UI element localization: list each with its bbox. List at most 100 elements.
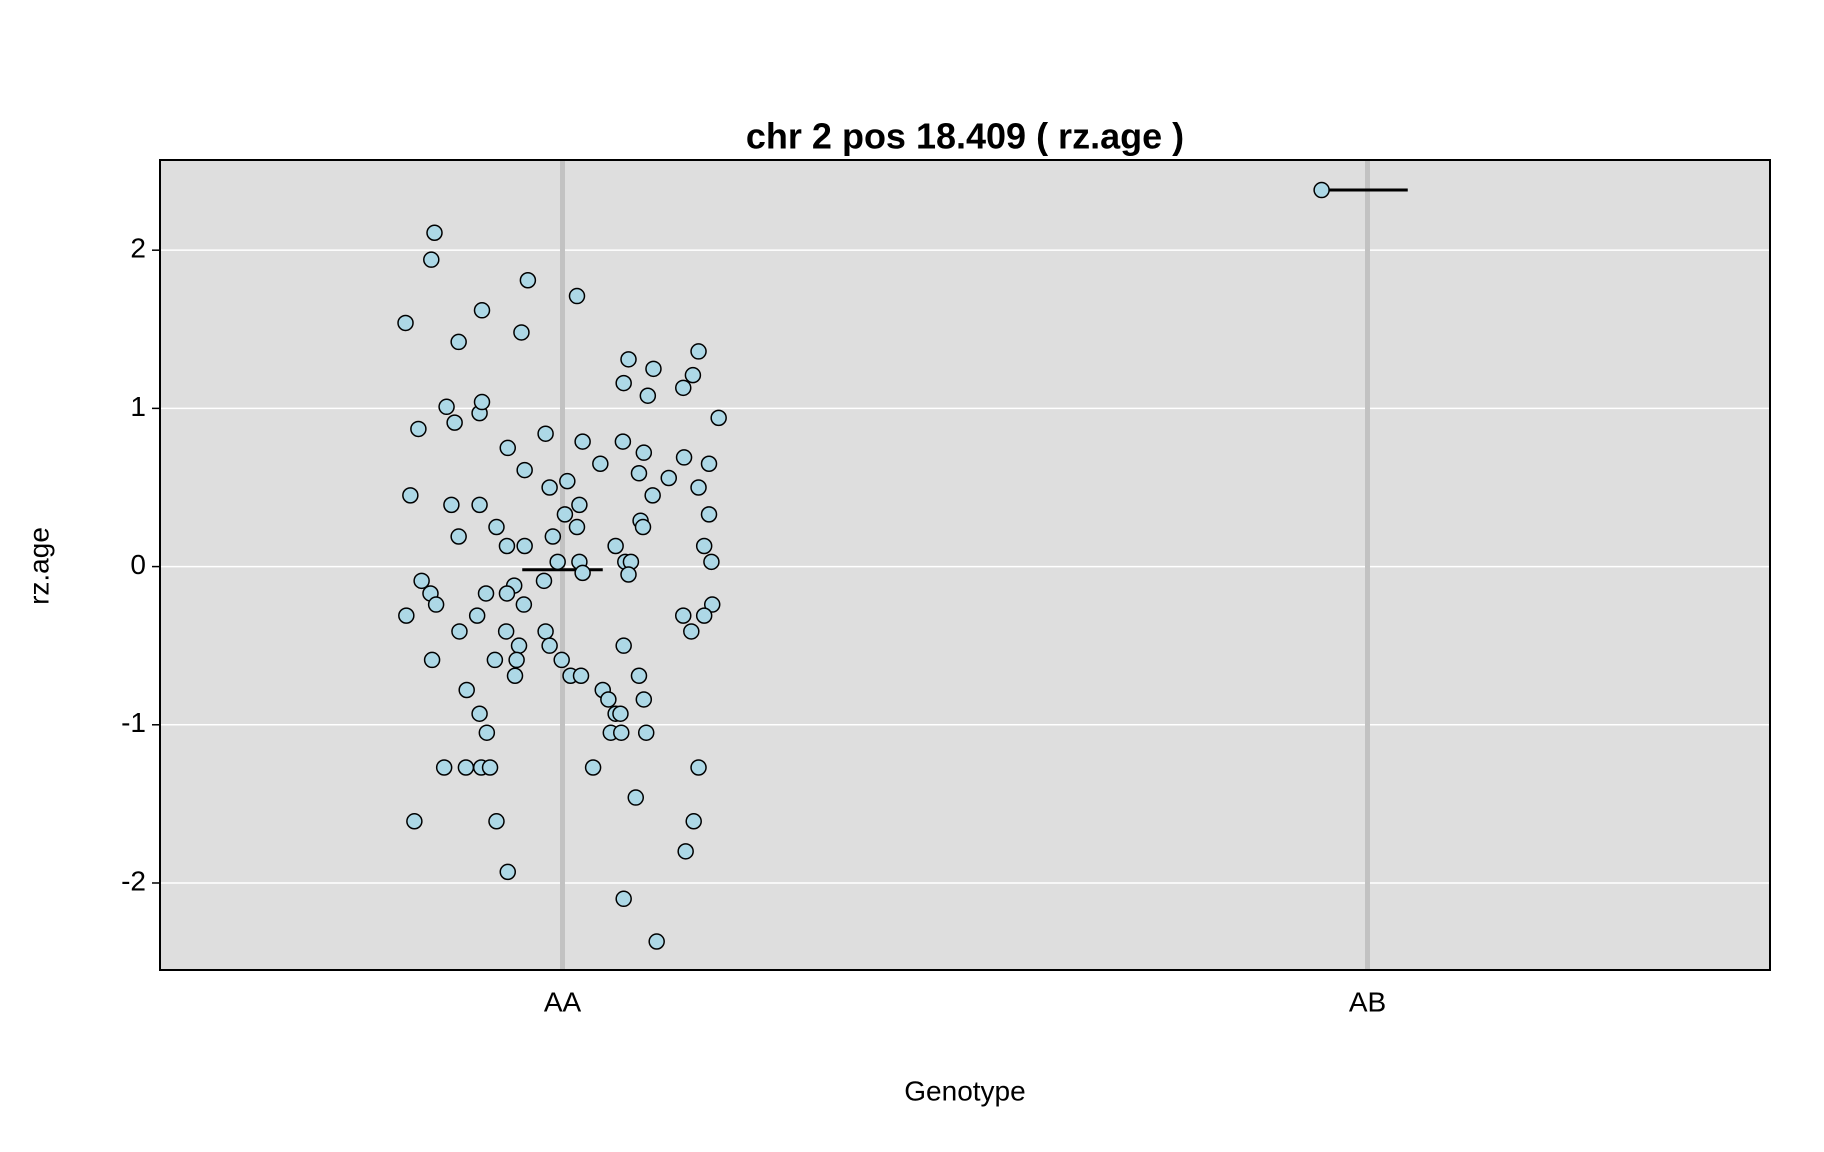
point (703, 553, 720, 571)
point (615, 374, 632, 392)
point (690, 343, 707, 360)
point (535, 572, 553, 590)
point (423, 651, 441, 669)
point (615, 637, 632, 654)
point (568, 518, 586, 536)
point (486, 651, 504, 669)
y-axis-label: rz.age (23, 527, 54, 605)
point (639, 387, 657, 404)
point (634, 518, 652, 536)
point (685, 813, 702, 830)
point (675, 379, 692, 397)
point (402, 487, 419, 504)
point (675, 449, 693, 466)
point (620, 351, 637, 368)
point (473, 302, 491, 319)
point (413, 572, 430, 590)
point (435, 759, 453, 776)
point (571, 496, 588, 514)
marks (397, 181, 1408, 950)
point (481, 759, 499, 776)
y-tick-label: 0 (130, 549, 146, 580)
x-tick-label: AA (544, 986, 582, 1017)
point (488, 518, 505, 536)
x-axis-label: Genotype (904, 1075, 1025, 1106)
point (471, 496, 488, 514)
point (630, 464, 648, 482)
point (398, 607, 415, 624)
point (499, 863, 517, 881)
chart-title: chr 2 pos 18.409 ( rz.age ) (746, 116, 1184, 157)
point (684, 366, 702, 384)
point (703, 596, 721, 613)
point (607, 537, 624, 555)
point (614, 433, 632, 450)
point (553, 651, 570, 669)
point (471, 705, 488, 722)
point (574, 433, 591, 450)
point (497, 623, 515, 640)
point (677, 843, 694, 860)
point (683, 623, 700, 640)
y-tick-label: -2 (121, 865, 146, 896)
point (700, 506, 718, 523)
point (592, 455, 609, 472)
point (1313, 181, 1330, 199)
point (473, 393, 491, 411)
point (627, 789, 645, 806)
point (488, 813, 505, 830)
point (515, 596, 533, 613)
point (426, 224, 443, 242)
point (406, 813, 423, 830)
point (519, 271, 537, 289)
point (498, 585, 516, 602)
point (630, 667, 648, 684)
point (446, 414, 463, 431)
point (660, 469, 678, 487)
point (427, 596, 445, 613)
point (549, 553, 566, 571)
point (710, 409, 727, 427)
point (458, 681, 475, 699)
point (635, 444, 653, 461)
point (450, 528, 467, 545)
point (637, 724, 655, 741)
point (443, 496, 460, 514)
point (450, 333, 467, 351)
point (438, 398, 455, 416)
point (644, 487, 661, 504)
point (695, 607, 713, 624)
point (645, 360, 662, 378)
plot-background (160, 160, 1770, 970)
point (468, 607, 486, 624)
point (690, 759, 707, 776)
plot-frame (159, 159, 1771, 971)
point (423, 251, 440, 268)
y-tick-label: 1 (130, 391, 146, 422)
point (574, 564, 591, 582)
point (506, 667, 524, 684)
x-tick-label: AB (1349, 986, 1386, 1017)
point (620, 566, 637, 583)
point (498, 537, 516, 555)
point (695, 537, 713, 555)
point (615, 890, 632, 908)
point (451, 623, 468, 640)
point (537, 425, 554, 442)
point (541, 479, 558, 496)
point (559, 472, 576, 490)
point (544, 528, 562, 545)
point (568, 287, 586, 305)
point (613, 724, 630, 741)
point (397, 314, 414, 332)
point (584, 759, 602, 776)
point (675, 607, 692, 624)
point (457, 759, 475, 776)
point (510, 637, 528, 654)
point (508, 651, 525, 669)
point (690, 479, 707, 496)
point (635, 691, 653, 708)
point (478, 724, 496, 741)
